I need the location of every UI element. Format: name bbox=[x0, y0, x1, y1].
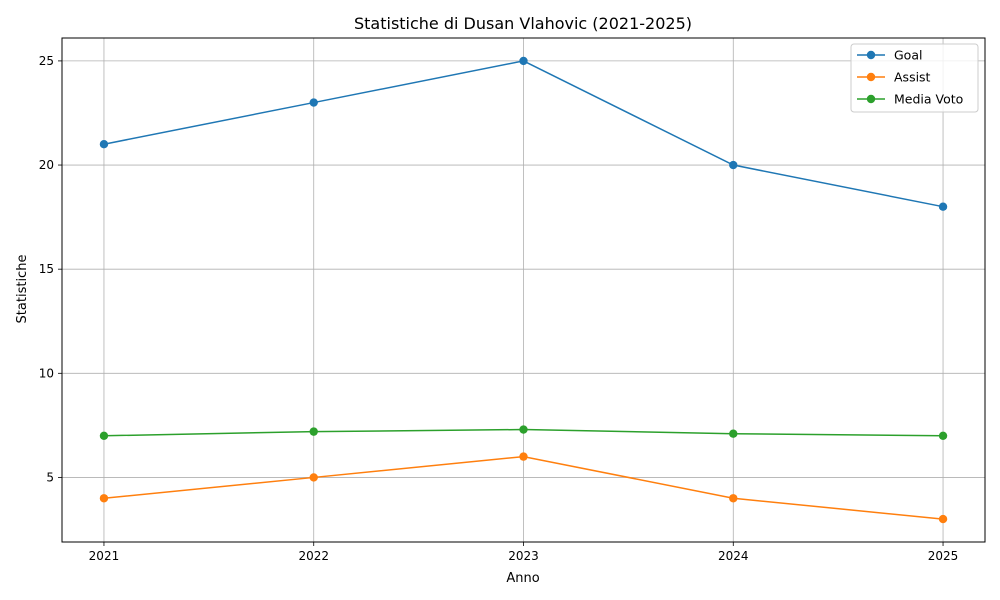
x-tick-label: 2022 bbox=[298, 549, 329, 563]
y-tick-label: 20 bbox=[39, 158, 54, 172]
data-point-goal bbox=[309, 98, 318, 107]
legend-label-media-voto: Media Voto bbox=[894, 92, 963, 107]
data-point-assist bbox=[729, 494, 738, 503]
chart-title: Statistiche di Dusan Vlahovic (2021-2025… bbox=[354, 14, 692, 33]
data-point-assist bbox=[309, 473, 318, 482]
data-point-assist bbox=[519, 452, 528, 461]
data-point-goal bbox=[729, 160, 738, 170]
legend-marker-media-voto bbox=[866, 94, 876, 104]
y-tick-label: 15 bbox=[39, 262, 54, 276]
legend-label-goal: Goal bbox=[894, 48, 922, 63]
x-tick-label: 2025 bbox=[928, 549, 959, 563]
data-point-assist bbox=[99, 494, 109, 503]
x-axis-label: Anno bbox=[506, 571, 539, 586]
data-point-media-voto bbox=[519, 425, 528, 434]
y-tick-label: 10 bbox=[39, 366, 54, 380]
data-point-goal bbox=[99, 140, 109, 149]
legend-label-assist: Assist bbox=[894, 70, 931, 85]
data-point-media-voto bbox=[309, 427, 318, 436]
legend-box bbox=[850, 43, 979, 113]
y-axis-label: Statistiche bbox=[15, 255, 30, 324]
data-point-assist bbox=[938, 514, 948, 524]
grid-lines bbox=[62, 38, 985, 542]
data-point-media-voto bbox=[729, 429, 738, 438]
data-point-media-voto bbox=[99, 431, 109, 440]
x-tick-label: 2023 bbox=[508, 549, 539, 563]
x-tick-label: 2024 bbox=[718, 549, 749, 563]
y-tick-label: 25 bbox=[39, 54, 54, 68]
data-point-media-voto bbox=[938, 431, 948, 440]
data-point-goal bbox=[519, 56, 528, 66]
legend-marker-assist bbox=[866, 72, 876, 82]
legend-marker-goal bbox=[866, 50, 876, 60]
series-lines bbox=[99, 56, 948, 524]
data-point-goal bbox=[938, 202, 948, 211]
y-tick-label: 5 bbox=[46, 470, 54, 484]
x-tick-label: 2021 bbox=[89, 549, 120, 563]
legend: Goal Assist Media Voto bbox=[850, 43, 979, 113]
